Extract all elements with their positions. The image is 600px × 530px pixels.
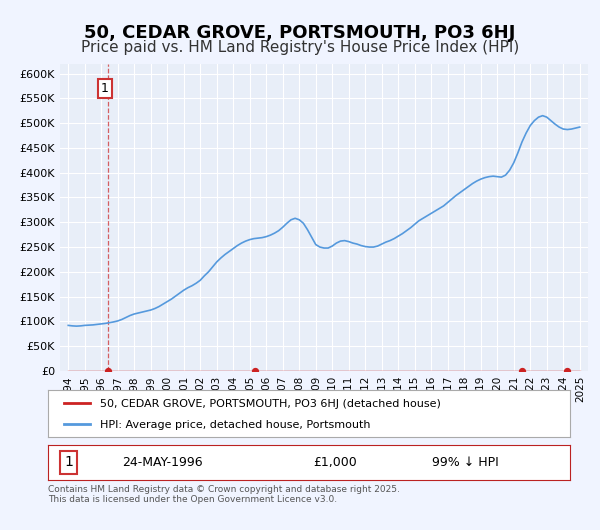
Text: 1: 1	[101, 82, 109, 95]
Text: HPI: Average price, detached house, Portsmouth: HPI: Average price, detached house, Port…	[100, 420, 371, 430]
Point	[103, 366, 112, 375]
Point	[517, 366, 527, 375]
Text: 24-MAY-1996: 24-MAY-1996	[122, 456, 203, 469]
Text: Contains HM Land Registry data © Crown copyright and database right 2025.
This d: Contains HM Land Registry data © Crown c…	[48, 485, 400, 505]
Text: 50, CEDAR GROVE, PORTSMOUTH, PO3 6HJ: 50, CEDAR GROVE, PORTSMOUTH, PO3 6HJ	[85, 24, 515, 42]
Point	[562, 366, 571, 375]
Text: 50, CEDAR GROVE, PORTSMOUTH, PO3 6HJ (detached house): 50, CEDAR GROVE, PORTSMOUTH, PO3 6HJ (de…	[100, 399, 441, 409]
Point	[250, 366, 260, 375]
Text: £1,000: £1,000	[313, 456, 357, 469]
Text: 1: 1	[64, 455, 73, 470]
Text: 99% ↓ HPI: 99% ↓ HPI	[432, 456, 499, 469]
Text: Price paid vs. HM Land Registry's House Price Index (HPI): Price paid vs. HM Land Registry's House …	[81, 40, 519, 55]
